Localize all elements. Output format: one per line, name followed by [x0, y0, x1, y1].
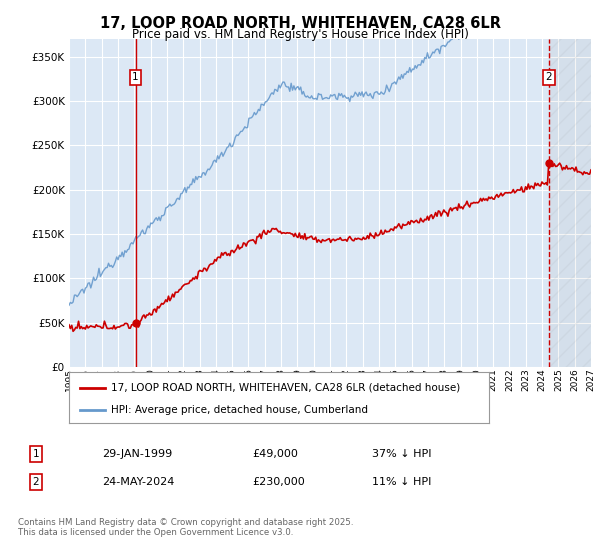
Text: 29-JAN-1999: 29-JAN-1999	[102, 449, 172, 459]
Text: Price paid vs. HM Land Registry's House Price Index (HPI): Price paid vs. HM Land Registry's House …	[131, 28, 469, 41]
Text: 17, LOOP ROAD NORTH, WHITEHAVEN, CA28 6LR (detached house): 17, LOOP ROAD NORTH, WHITEHAVEN, CA28 6L…	[111, 382, 460, 393]
Text: 2: 2	[32, 477, 40, 487]
Text: HPI: Average price, detached house, Cumberland: HPI: Average price, detached house, Cumb…	[111, 405, 368, 415]
Text: 24-MAY-2024: 24-MAY-2024	[102, 477, 175, 487]
Text: 17, LOOP ROAD NORTH, WHITEHAVEN, CA28 6LR: 17, LOOP ROAD NORTH, WHITEHAVEN, CA28 6L…	[100, 16, 500, 31]
Text: 1: 1	[32, 449, 40, 459]
Text: 2: 2	[545, 72, 552, 82]
Text: 37% ↓ HPI: 37% ↓ HPI	[372, 449, 431, 459]
Text: £230,000: £230,000	[252, 477, 305, 487]
Text: 11% ↓ HPI: 11% ↓ HPI	[372, 477, 431, 487]
Text: Contains HM Land Registry data © Crown copyright and database right 2025.
This d: Contains HM Land Registry data © Crown c…	[18, 518, 353, 538]
Text: £49,000: £49,000	[252, 449, 298, 459]
Bar	[549, 39, 591, 367]
Text: 1: 1	[132, 72, 139, 82]
